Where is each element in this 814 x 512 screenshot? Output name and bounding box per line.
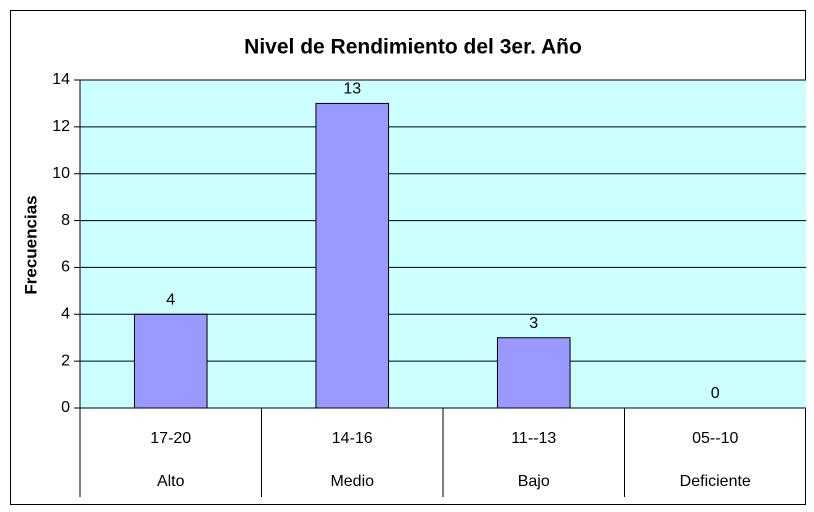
y-axis-label: Frecuencias [21,195,40,294]
x-tick-label: 17-20 [150,430,191,447]
chart-title: Nivel de Rendimiento del 3er. Año [244,36,582,59]
y-tick-label: 2 [61,352,70,369]
data-label: 13 [343,81,361,98]
bar [315,102,390,409]
y-tick-label: 12 [52,118,70,135]
x-tick-label: 11--13 [511,430,556,447]
y-tick-label: 10 [52,165,70,182]
x-group-label: Deficiente [680,473,751,490]
data-label: 4 [166,292,175,309]
bar [496,337,571,409]
bar [133,313,208,409]
y-tick-label: 6 [61,259,70,276]
data-label: 3 [529,315,538,332]
x-tick-label: 14-16 [332,430,373,447]
x-group-label: Medio [330,473,374,490]
x-group-label: Bajo [518,473,550,490]
y-tick-label: 14 [52,71,70,88]
x-group-label: Alto [157,473,185,490]
data-label: 0 [711,385,720,402]
y-tick-label: 8 [61,212,70,229]
x-tick-label: 05--10 [692,430,738,447]
y-tick-label: 4 [61,306,70,323]
y-tick-label: 0 [61,399,70,416]
